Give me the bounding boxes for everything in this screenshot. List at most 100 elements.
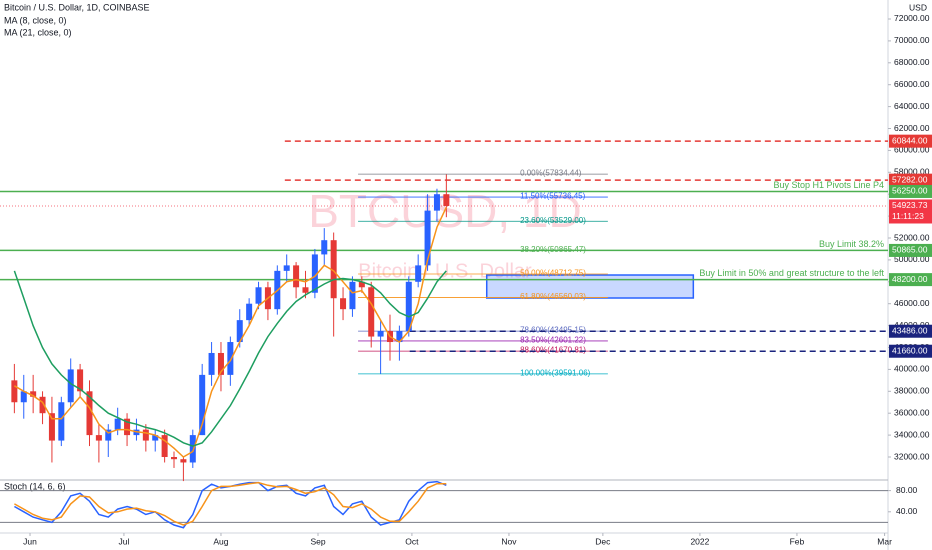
candle-body bbox=[405, 281, 412, 332]
candle-body bbox=[349, 281, 356, 310]
moving-average bbox=[14, 206, 447, 458]
level-label: 57282.00 bbox=[892, 174, 928, 184]
candle-body bbox=[20, 391, 27, 403]
y-tick-label: 66000.00 bbox=[894, 79, 930, 89]
fib-label: 78.60%(43495.15) bbox=[520, 326, 586, 335]
fib-label: 88.60%(41670.81) bbox=[520, 346, 586, 355]
price-zone bbox=[485, 274, 695, 299]
x-tick-label: Jul bbox=[118, 536, 129, 546]
candle-body bbox=[424, 210, 431, 266]
level-note: Buy Limit in 50% and great structure to … bbox=[699, 268, 884, 278]
candle-body bbox=[142, 429, 149, 441]
candle-body bbox=[236, 320, 243, 343]
fib-label: 0.00%(57834.44) bbox=[520, 169, 582, 178]
x-tick-label: Oct bbox=[405, 536, 419, 546]
level-label: 43486.00 bbox=[892, 325, 928, 335]
moving-average bbox=[13, 270, 447, 447]
level-label-box bbox=[889, 324, 932, 338]
fib-label: 38.20%(50865.47) bbox=[520, 245, 586, 254]
level-label-box bbox=[889, 273, 932, 287]
stoch-y-tick-label: 40.00 bbox=[896, 506, 918, 516]
candle-body bbox=[283, 265, 290, 271]
candle-body bbox=[11, 380, 18, 403]
y-tick-label: 64000.00 bbox=[894, 101, 930, 111]
fib-label: 50.00%(48712.75) bbox=[520, 269, 586, 278]
candle-body bbox=[39, 396, 46, 414]
level-label: 48200.00 bbox=[892, 274, 928, 284]
level-label: 60844.00 bbox=[892, 135, 928, 145]
y-tick-label: 40000.00 bbox=[894, 364, 930, 374]
level-label-box bbox=[889, 184, 932, 198]
level-label-box bbox=[889, 134, 932, 148]
current-price-label: 54923.73 bbox=[892, 200, 928, 210]
candle-body bbox=[124, 418, 131, 436]
level-label: 41660.00 bbox=[892, 345, 928, 355]
candle-body bbox=[48, 413, 55, 441]
candle-body bbox=[330, 240, 337, 299]
stoch-d bbox=[14, 481, 447, 526]
candle-body bbox=[199, 374, 206, 436]
fib-label: 83.50%(42601.22) bbox=[520, 336, 586, 345]
y-tick-label: 62000.00 bbox=[894, 123, 930, 133]
level-label-box bbox=[889, 243, 932, 257]
candle-body bbox=[227, 342, 234, 375]
candle-body bbox=[340, 298, 347, 310]
candle-body bbox=[415, 265, 422, 282]
candle-body bbox=[114, 418, 121, 430]
level-label-box bbox=[889, 344, 932, 358]
y-tick-label: 70000.00 bbox=[894, 35, 930, 45]
candle-body bbox=[171, 457, 178, 460]
candle-body bbox=[180, 459, 187, 463]
y-tick-label: 46000.00 bbox=[894, 298, 930, 308]
level-note: Buy Limit 38.2% bbox=[819, 239, 884, 249]
y-tick-label: 32000.00 bbox=[894, 451, 930, 461]
candle-body bbox=[368, 287, 375, 337]
candle-body bbox=[152, 435, 159, 441]
candle-body bbox=[358, 281, 365, 288]
fib-label: 11.50%(55736.45) bbox=[520, 192, 586, 201]
candle-body bbox=[377, 331, 384, 337]
candle-body bbox=[217, 352, 224, 375]
current-price-box bbox=[889, 199, 932, 224]
stoch-y-tick-label: 80.00 bbox=[896, 485, 918, 495]
stoch-label: Stoch (14, 6, 6) bbox=[4, 481, 66, 491]
level-note: Buy Stop H1 Pivots Line P4 bbox=[773, 180, 884, 190]
x-tick-label: Dec bbox=[595, 536, 611, 546]
candle-body bbox=[161, 435, 168, 458]
y-tick-label: 58000.00 bbox=[894, 167, 930, 177]
candle-body bbox=[67, 369, 74, 403]
indicator-label: MA (8, close, 0) bbox=[4, 15, 67, 25]
fib-label: 61.80%(46560.03) bbox=[520, 292, 586, 301]
x-tick-label: Jun bbox=[23, 536, 37, 546]
fib-label: 23.60%(53529.00) bbox=[520, 216, 586, 225]
x-tick-label: Mar bbox=[877, 536, 892, 546]
y-tick-label: 52000.00 bbox=[894, 232, 930, 242]
x-tick-label: Nov bbox=[501, 536, 517, 546]
candle-body bbox=[95, 435, 102, 441]
candle-body bbox=[302, 287, 309, 293]
y-tick-label: 36000.00 bbox=[894, 407, 930, 417]
y-tick-label: 68000.00 bbox=[894, 57, 930, 67]
indicator-label: MA (21, close, 0) bbox=[4, 27, 72, 37]
x-tick-label: Sep bbox=[310, 536, 325, 546]
candle-body bbox=[86, 391, 93, 436]
candle-body bbox=[255, 287, 262, 304]
candle-body bbox=[396, 331, 403, 343]
candle-body bbox=[443, 194, 450, 206]
y-tick-label: 34000.00 bbox=[894, 429, 930, 439]
y-tick-label: 72000.00 bbox=[894, 13, 930, 23]
y-tick-label: 50000.00 bbox=[894, 254, 930, 264]
candle-body bbox=[105, 429, 112, 441]
candle-body bbox=[246, 303, 253, 321]
candle-body bbox=[77, 369, 84, 392]
candle-body bbox=[58, 402, 65, 441]
candle-body bbox=[293, 265, 300, 288]
candle-body bbox=[30, 391, 37, 397]
y-tick-label: 60000.00 bbox=[894, 145, 930, 155]
fib-label: 100.00%(39591.06) bbox=[520, 368, 591, 377]
symbol-title: Bitcoin / U.S. Dollar, 1D, COINBASE bbox=[4, 2, 150, 12]
level-label-box bbox=[889, 173, 932, 187]
countdown-label: 11:11:23 bbox=[892, 211, 924, 221]
